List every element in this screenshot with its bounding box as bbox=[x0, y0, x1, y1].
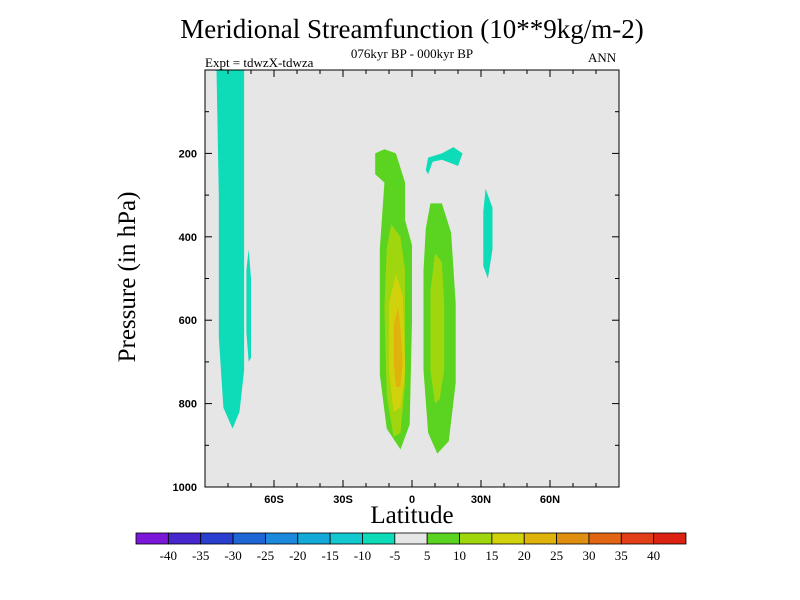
contour-region bbox=[246, 249, 251, 362]
chart-title: Meridional Streamfunction (10**9kg/m-2) bbox=[180, 14, 644, 44]
colorbar-label: -10 bbox=[354, 548, 371, 563]
contour-region bbox=[216, 70, 245, 429]
colorbar-label: -5 bbox=[389, 548, 400, 563]
y-tick-label: 400 bbox=[179, 232, 197, 244]
chart-subtitle: 076kyr BP - 000kyr BP bbox=[350, 46, 474, 61]
y-tick-label: 800 bbox=[179, 399, 197, 411]
colorbar-label: 40 bbox=[647, 548, 660, 563]
colorbar-swatch bbox=[297, 532, 331, 545]
experiment-label: Expt = tdwzX-tdwza bbox=[205, 55, 314, 70]
x-tick-label: 30N bbox=[471, 494, 491, 506]
contour-region bbox=[425, 147, 463, 175]
colorbar-label: -25 bbox=[257, 548, 274, 563]
colorbar-swatch bbox=[329, 532, 363, 545]
colorbar-label: 25 bbox=[550, 548, 563, 563]
x-tick-label: 60S bbox=[264, 494, 284, 506]
colorbar-label: -35 bbox=[192, 548, 209, 563]
colorbar-swatch bbox=[620, 532, 655, 545]
x-tick-label: 60N bbox=[540, 494, 560, 506]
colorbar-swatch bbox=[523, 532, 557, 545]
colorbar-label: 20 bbox=[518, 548, 531, 563]
x-axis-label: Latitude bbox=[370, 502, 454, 529]
contour-region bbox=[430, 253, 445, 404]
colorbar-swatch bbox=[362, 532, 396, 545]
colorbar-swatch bbox=[167, 532, 202, 545]
colorbar-swatch bbox=[459, 532, 493, 545]
colorbar-label: 15 bbox=[485, 548, 498, 563]
y-tick-label: 200 bbox=[179, 148, 197, 160]
x-tick-label: 0 bbox=[409, 494, 415, 506]
colorbar-swatch bbox=[200, 532, 234, 545]
colorbar-label: 30 bbox=[582, 548, 595, 563]
colorbar-swatch bbox=[135, 532, 169, 545]
colorbar-label: 5 bbox=[424, 548, 431, 563]
y-tick-label: 600 bbox=[179, 315, 197, 327]
colorbar-swatch bbox=[491, 532, 525, 545]
contour-region bbox=[393, 307, 403, 387]
colorbar-label: -20 bbox=[289, 548, 306, 563]
x-tick-label: 30S bbox=[333, 494, 353, 506]
colorbar-swatch bbox=[265, 532, 299, 545]
colorbar-label: -40 bbox=[160, 548, 177, 563]
contour-region bbox=[483, 188, 493, 279]
colorbar-label: -15 bbox=[321, 548, 338, 563]
colorbar-swatch bbox=[426, 532, 460, 545]
colorbar-swatch bbox=[394, 532, 428, 545]
colorbar-swatch bbox=[556, 532, 590, 545]
colorbar-label: -30 bbox=[224, 548, 241, 563]
colorbar-label: 10 bbox=[453, 548, 466, 563]
colorbar-label: 35 bbox=[615, 548, 628, 563]
y-tick-label: 1000 bbox=[173, 482, 197, 494]
period-label: ANN bbox=[588, 50, 617, 65]
colorbar-swatch bbox=[588, 532, 622, 545]
colorbar-swatch bbox=[232, 532, 266, 545]
colorbar-swatch bbox=[653, 532, 687, 545]
